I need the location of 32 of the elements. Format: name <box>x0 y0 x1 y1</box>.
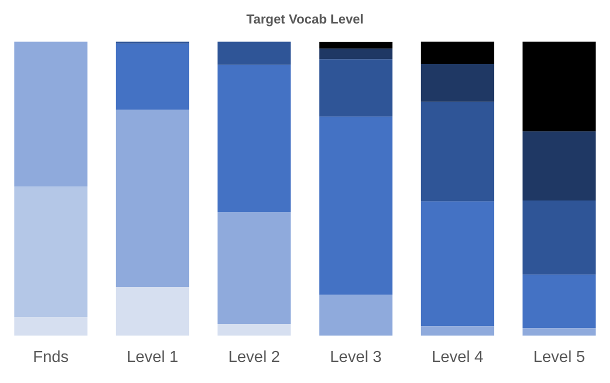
bar <box>319 116 392 295</box>
bar <box>420 102 494 202</box>
bar <box>116 44 190 110</box>
bar <box>522 274 596 328</box>
bar <box>218 42 291 65</box>
bar <box>319 48 392 60</box>
bar <box>420 42 494 64</box>
x-tick-label: Level 3 <box>330 348 382 366</box>
bar <box>218 212 291 324</box>
x-tick-label: Fnds <box>33 348 69 366</box>
bar <box>420 64 494 102</box>
bar <box>218 64 291 212</box>
x-tick-label: Level 1 <box>126 348 178 366</box>
bar <box>522 328 596 336</box>
x-tick-label: Level 2 <box>228 348 280 366</box>
bar <box>522 131 596 200</box>
bar <box>319 59 392 117</box>
bar <box>319 294 392 336</box>
bar <box>116 110 190 287</box>
chart-title: Target Vocab Level <box>246 11 364 26</box>
bar <box>420 201 494 326</box>
bar <box>14 186 88 318</box>
bar <box>14 42 88 187</box>
bar <box>218 324 291 336</box>
x-tick-label: Level 5 <box>533 348 586 366</box>
bar <box>319 42 392 49</box>
bar <box>522 200 596 275</box>
bar <box>420 326 494 336</box>
bar <box>116 286 190 336</box>
x-tick-label: Level 4 <box>432 348 484 366</box>
bar <box>522 42 596 132</box>
bar <box>14 317 88 336</box>
